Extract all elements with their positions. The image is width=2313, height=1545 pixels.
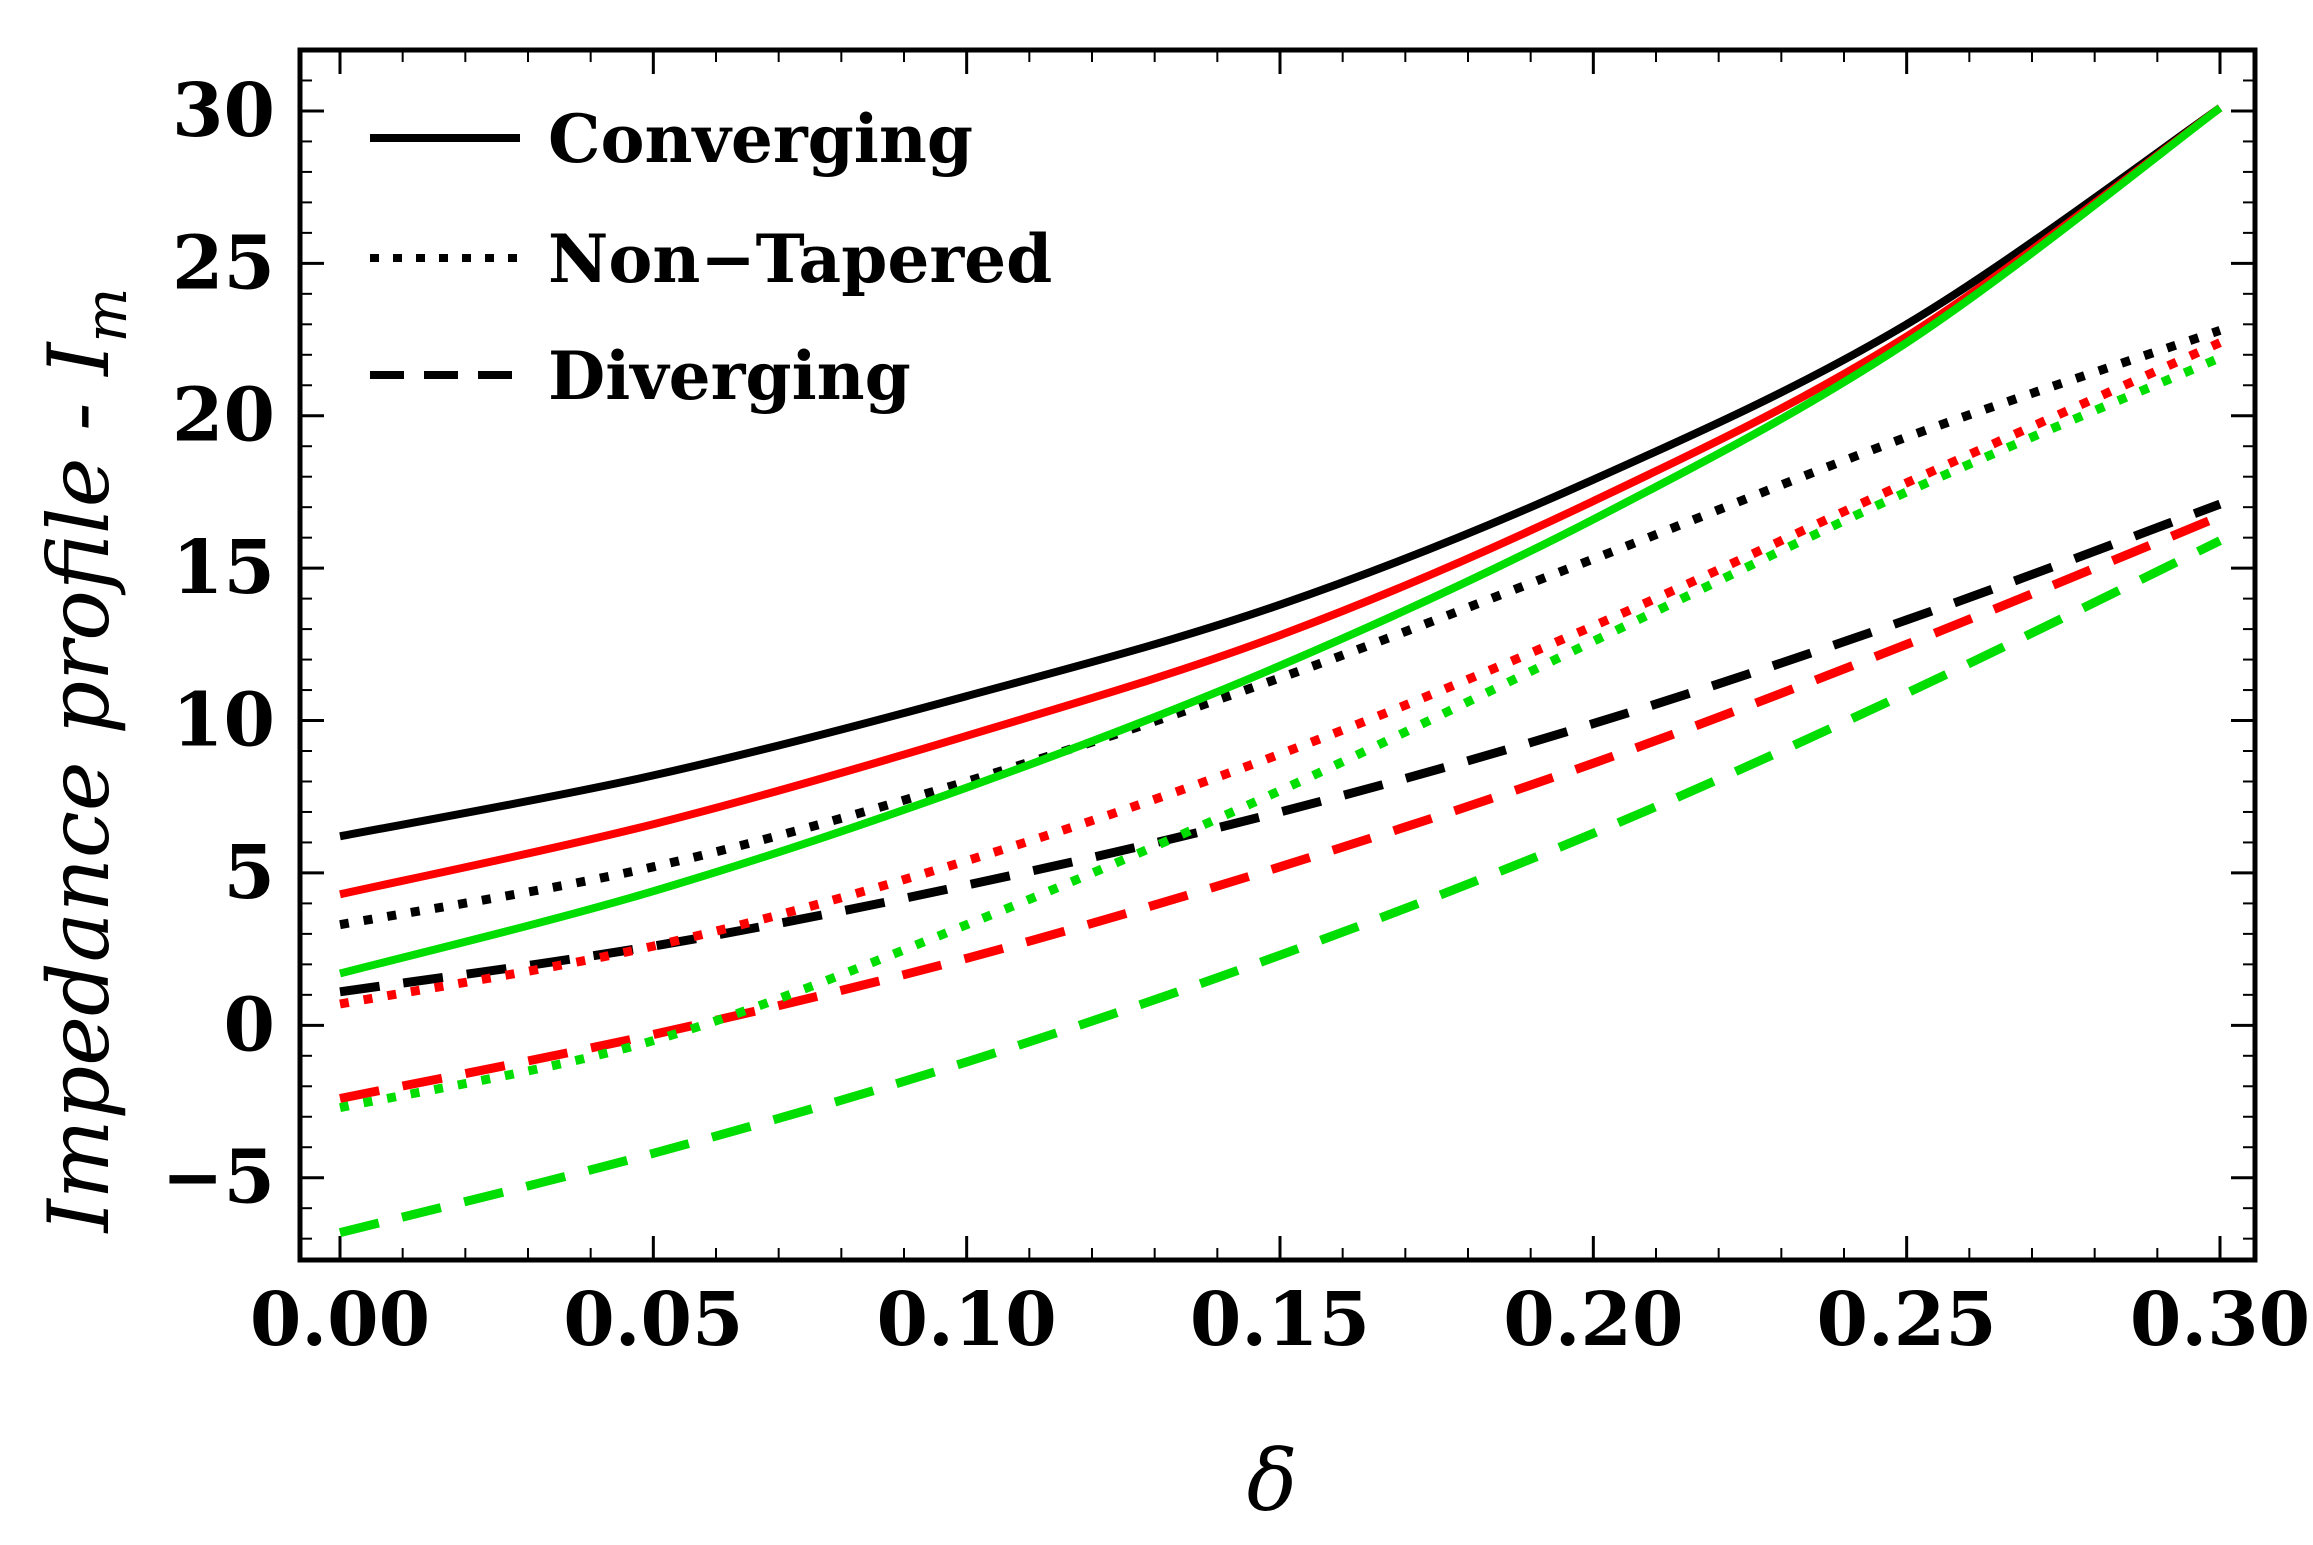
series-line-dashed-000000 (339, 499, 2222, 997)
legend-label-solid: Converging (548, 100, 973, 178)
legend-label-dashed: Diverging (548, 337, 911, 415)
series-line-solid-00dd00 (338, 104, 2223, 978)
series-line-dotted-ff0000 (339, 338, 2222, 1009)
y-tick-label: −5 (162, 1135, 276, 1221)
y-tick-label: 0 (224, 982, 276, 1068)
x-tick-label: 0.30 (2130, 1277, 2310, 1363)
y-axis-title-subscript: m (72, 288, 140, 343)
y-tick-label: 15 (172, 525, 275, 611)
x-tick-label: 0.15 (1190, 1277, 1370, 1363)
x-axis-title: δ (1247, 1432, 1298, 1530)
y-tick-label: 25 (172, 220, 275, 306)
series-line-solid-000000 (339, 104, 2223, 841)
x-tick-label: 0.20 (1503, 1277, 1683, 1363)
series-line-dotted-000000 (339, 326, 2222, 930)
y-tick-label: 20 (172, 373, 275, 459)
plot-frame (297, 47, 2258, 1263)
y-axis-title: Impedance profile - Im (30, 288, 140, 1235)
x-tick-labels: 0.00 0.05 0.10 0.15 0.20 0.25 0.30 (250, 1277, 2310, 1363)
series-lines (338, 104, 2223, 1237)
y-axis-title-main: Impedance profile - I (30, 341, 128, 1235)
legend-label-dotted: Non−Tapered (548, 220, 1052, 298)
y-axis-title-group: Impedance profile - Im (30, 288, 140, 1235)
x-tick-label: 0.25 (1817, 1277, 1997, 1363)
series-line-dotted-00dd00 (339, 353, 2222, 1113)
x-tick-label: 0.00 (250, 1277, 430, 1363)
series-line-solid-ff0000 (339, 104, 2223, 899)
legend: Converging Non−Tapered Diverging (370, 100, 1052, 415)
x-tick-label: 0.05 (563, 1277, 743, 1363)
y-tick-label: 30 (172, 68, 275, 154)
y-tick-labels: −5 0 5 10 15 20 25 30 (162, 68, 276, 1221)
series-line-dashed-00dd00 (338, 536, 2222, 1237)
y-tick-label: 10 (172, 678, 275, 764)
x-tick-label: 0.10 (877, 1277, 1057, 1363)
y-tick-label: 5 (224, 830, 276, 916)
series-line-dashed-ff0000 (339, 512, 2222, 1103)
